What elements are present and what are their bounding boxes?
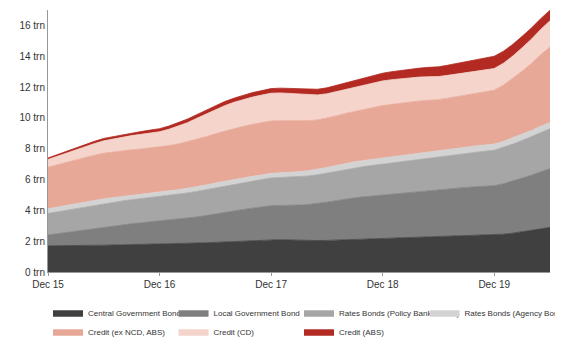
svg-text:0 trn: 0 trn [25,267,45,278]
svg-text:Dec 17: Dec 17 [255,279,287,290]
svg-text:2 trn: 2 trn [25,236,45,247]
svg-text:Local Government Bond: Local Government Bond [214,309,300,318]
svg-text:14 trn: 14 trn [19,51,45,62]
svg-text:16 trn: 16 trn [19,20,45,31]
svg-text:Central Government Bond: Central Government Bond [88,309,181,318]
svg-text:Dec 19: Dec 19 [478,279,510,290]
svg-text:8 trn: 8 trn [25,143,45,154]
svg-text:Credit (ex NCD, ABS): Credit (ex NCD, ABS) [88,328,165,337]
svg-text:Dec 15: Dec 15 [32,279,64,290]
svg-text:4 trn: 4 trn [25,205,45,216]
svg-text:Rates Bonds (Policy Bank Bonds: Rates Bonds (Policy Bank Bonds) [339,309,459,318]
svg-text:12 trn: 12 trn [19,82,45,93]
svg-text:10 trn: 10 trn [19,112,45,123]
svg-text:Dec 16: Dec 16 [144,279,176,290]
svg-text:Dec 18: Dec 18 [367,279,399,290]
svg-text:Rates Bonds (Agency Bonds): Rates Bonds (Agency Bonds) [465,309,556,318]
svg-text:Credit (CD): Credit (CD) [214,328,255,337]
svg-text:6 trn: 6 trn [25,174,45,185]
svg-text:Credit (ABS): Credit (ABS) [339,328,384,337]
